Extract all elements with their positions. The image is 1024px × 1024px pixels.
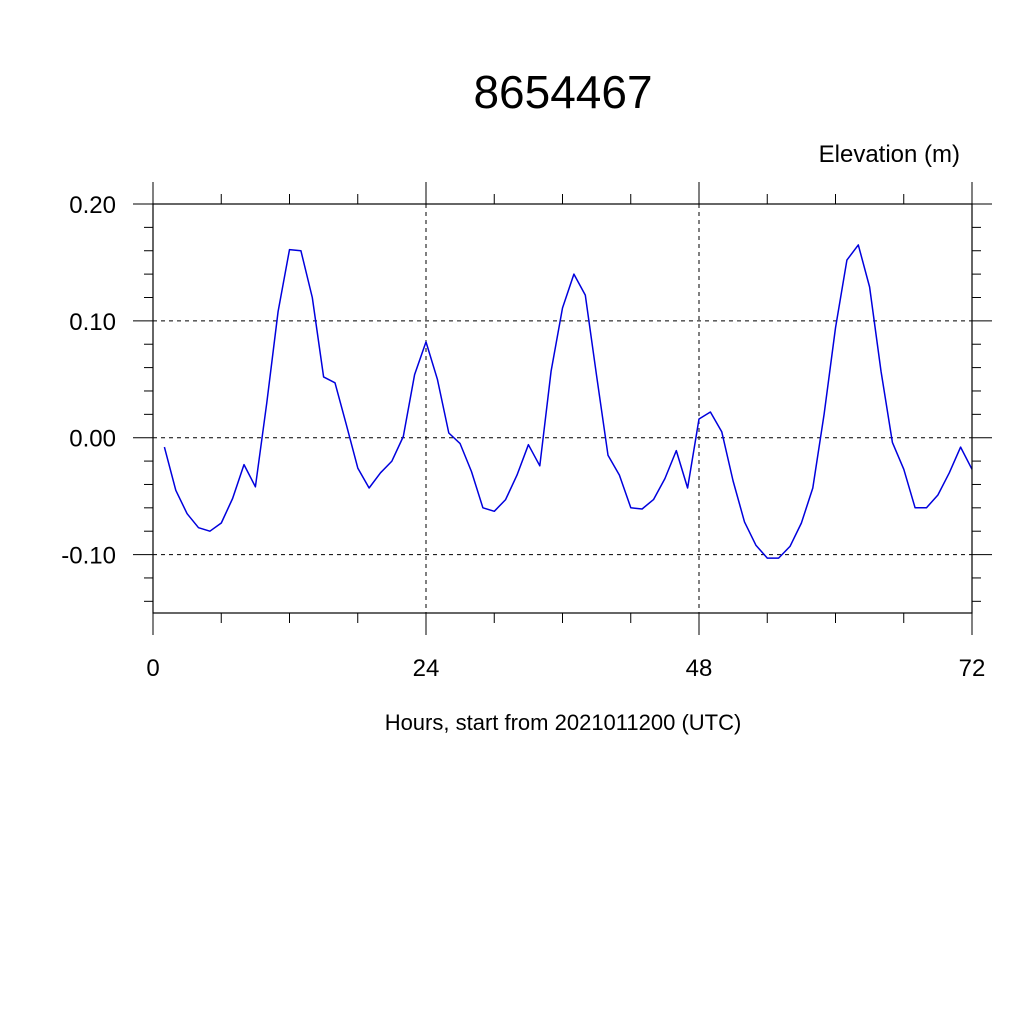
x-tick-label: 72 <box>959 655 986 682</box>
tick-layer: 0.20 0.10 0.00 -0.10 0 24 48 72 <box>61 182 992 682</box>
x-tick-label: 48 <box>686 655 713 682</box>
y-tick-label: 0.00 <box>69 426 116 453</box>
x-axis-label: Hours, start from 2021011200 (UTC) <box>385 710 742 735</box>
x-tick-label: 0 <box>146 655 159 682</box>
y-axis-label: Elevation (m) <box>819 141 960 168</box>
series-line <box>163 244 973 559</box>
y-tick-label: -0.10 <box>61 543 116 570</box>
series-layer <box>163 244 973 559</box>
y-tick-label: 0.10 <box>69 309 116 336</box>
x-tick-label: 24 <box>413 655 440 682</box>
chart-title: 8654467 <box>473 66 652 118</box>
y-tick-label: 0.20 <box>69 192 116 219</box>
plot-frame <box>152 203 973 614</box>
